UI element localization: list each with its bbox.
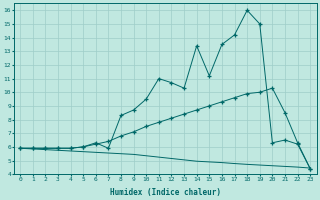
- X-axis label: Humidex (Indice chaleur): Humidex (Indice chaleur): [110, 188, 220, 197]
